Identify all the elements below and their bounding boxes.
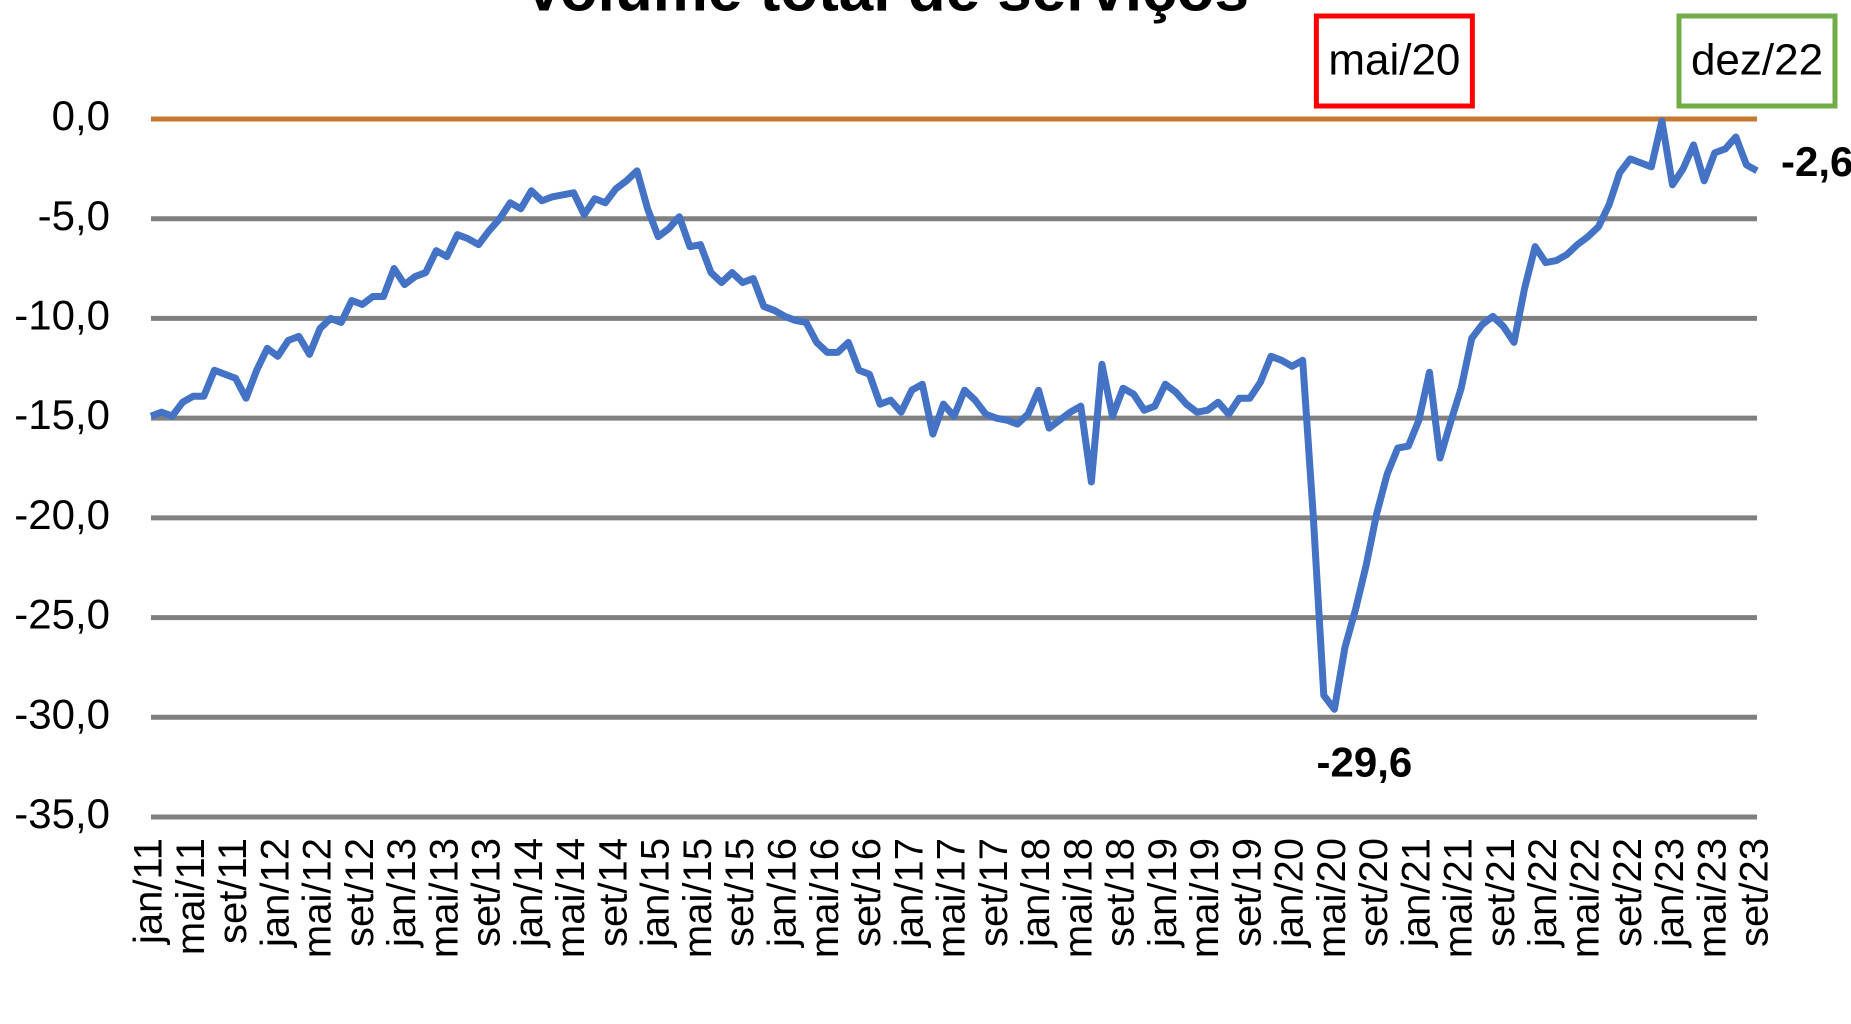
x-tick-label: set/20 [1352,838,1396,947]
x-tick-label: mai/12 [296,838,340,958]
x-tick-label: mai/15 [676,838,720,958]
x-tick-label: mai/21 [1437,838,1481,958]
x-tick-label: set/12 [338,838,382,947]
y-tick-label: -25,0 [14,591,110,638]
x-tick-label: jan/14 [507,838,551,948]
annotation-text: mai/20 [1328,36,1460,85]
x-tick-label: jan/15 [634,838,678,948]
y-tick-label: -20,0 [14,491,110,538]
data-label: -29,6 [1317,738,1413,785]
x-tick-label: mai/17 [930,838,974,958]
x-tick-label: set/14 [591,838,635,947]
x-tick-label: mai/22 [1564,838,1608,958]
data-label: -2,6 [1781,138,1851,185]
y-tick-label: -10,0 [14,292,110,339]
x-tick-label: jan/12 [253,838,297,948]
x-tick-label: mai/18 [1056,838,1100,958]
annotation-text: dez/22 [1691,36,1823,85]
x-tick-label: jan/16 [761,838,805,948]
chart-title: Volume total de serviços [523,0,1249,24]
x-tick-label: mai/20 [1310,838,1354,958]
y-tick-label: 0,0 [52,92,110,139]
x-tick-label: jan/11 [127,838,171,945]
x-tick-label: jan/22 [1521,838,1565,948]
data-line [149,117,1759,713]
x-tick-label: mai/23 [1690,838,1734,958]
x-tick-label: jan/20 [1268,838,1312,948]
x-tick-label: jan/18 [1014,838,1058,948]
x-tick-label: set/13 [465,838,509,947]
annotation-box [1313,13,1475,109]
y-tick-label: -30,0 [14,690,110,737]
x-tick-label: set/11 [211,838,255,944]
x-tick-label: jan/19 [1141,838,1185,948]
x-tick-label: set/16 [845,838,889,947]
x-tick-label: mai/16 [803,838,847,958]
y-tick-label: -15,0 [14,391,110,438]
x-tick-label: mai/11 [169,838,213,955]
x-tick-label: mai/14 [549,838,593,958]
x-tick-label: jan/21 [1394,838,1438,948]
x-tick-label: set/17 [972,838,1016,947]
x-tick-label: set/23 [1733,838,1777,947]
x-tick-label: set/18 [1099,838,1143,947]
x-tick-label: jan/17 [887,838,931,948]
x-tick-label: jan/13 [380,838,424,948]
x-tick-label: mai/19 [1183,838,1227,958]
x-tick-label: set/19 [1225,838,1269,947]
x-tick-label: set/15 [718,838,762,947]
x-tick-label: mai/13 [422,838,466,958]
y-tick-label: -5,0 [38,192,110,239]
x-tick-label: jan/23 [1648,838,1692,948]
x-tick-label: set/21 [1479,838,1523,947]
y-tick-label: -35,0 [14,790,110,837]
annotation-box [1676,13,1838,109]
x-tick-label: set/22 [1606,838,1650,947]
